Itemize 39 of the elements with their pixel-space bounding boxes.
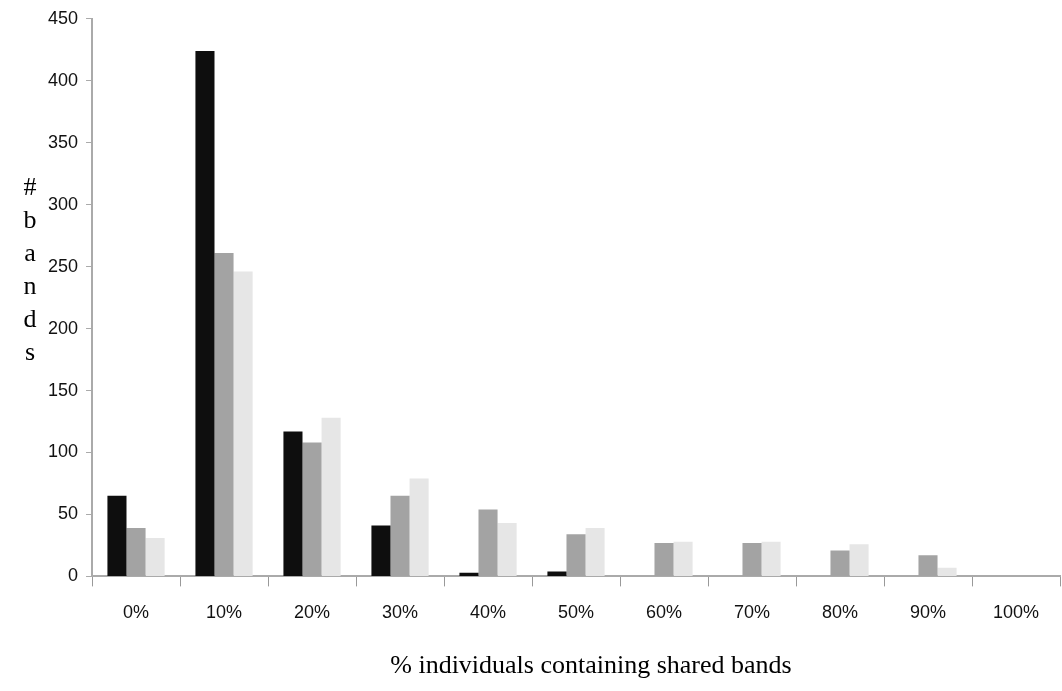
bar <box>321 417 341 576</box>
x-tick-label: 60% <box>646 602 683 623</box>
y-tick-label: 150 <box>47 379 79 400</box>
y-tick-label: 300 <box>47 193 79 214</box>
y-tick-label: 400 <box>47 69 79 90</box>
bar <box>937 567 957 576</box>
y-tick-label: 100 <box>47 441 79 462</box>
y-tick-label: 200 <box>47 317 79 338</box>
bar <box>547 571 567 576</box>
y-tick-label: 450 <box>47 7 79 28</box>
bar <box>195 51 215 576</box>
x-tick-label: 50% <box>558 602 595 623</box>
bar <box>371 525 391 576</box>
bar <box>497 523 517 576</box>
bar <box>145 537 165 576</box>
y-axis-title: # bands <box>22 171 38 368</box>
x-tick-label: 30% <box>382 602 419 623</box>
bar <box>585 528 605 576</box>
x-tick-label: 100% <box>992 602 1040 623</box>
x-tick-label: 10% <box>206 602 243 623</box>
y-tick-label: 50 <box>58 503 79 524</box>
bar <box>459 572 479 576</box>
bar <box>283 431 303 576</box>
x-tick-label: 40% <box>470 602 507 623</box>
x-tick-label: 80% <box>821 602 859 623</box>
y-tick-label: 250 <box>47 255 79 276</box>
x-tick-label: 70% <box>733 602 771 623</box>
x-axis-title: % individuals containing shared bands <box>389 650 793 680</box>
x-tick-label: 20% <box>294 602 331 623</box>
bar <box>673 541 693 576</box>
bar <box>761 541 781 576</box>
x-tick-label: 0% <box>123 602 150 623</box>
y-tick-label: 0 <box>68 565 79 586</box>
x-tick-label: 90% <box>909 602 947 623</box>
bar <box>409 478 429 576</box>
bar <box>849 544 869 576</box>
bar <box>233 271 253 576</box>
y-tick-label: 350 <box>47 131 79 152</box>
bar <box>107 495 127 576</box>
